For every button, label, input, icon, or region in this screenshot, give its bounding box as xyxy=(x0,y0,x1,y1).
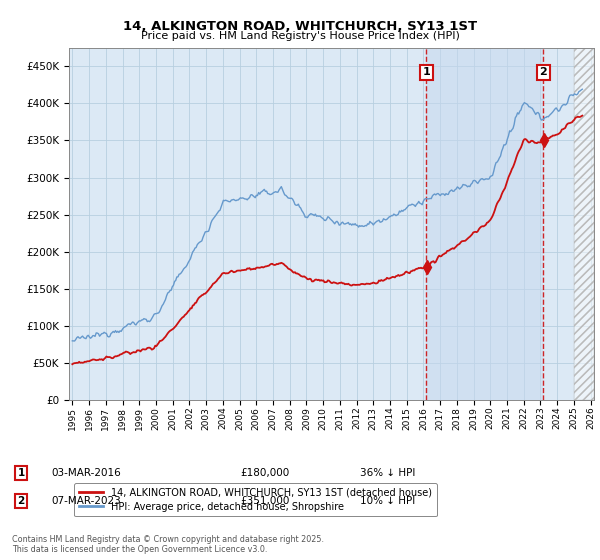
Bar xyxy=(574,48,594,400)
Text: 10% ↓ HPI: 10% ↓ HPI xyxy=(360,496,415,506)
Text: £180,000: £180,000 xyxy=(240,468,289,478)
Legend: 14, ALKINGTON ROAD, WHITCHURCH, SY13 1ST (detached house), HPI: Average price, d: 14, ALKINGTON ROAD, WHITCHURCH, SY13 1ST… xyxy=(74,483,437,516)
Text: 1: 1 xyxy=(17,468,25,478)
Text: 03-MAR-2016: 03-MAR-2016 xyxy=(51,468,121,478)
Text: 14, ALKINGTON ROAD, WHITCHURCH, SY13 1ST: 14, ALKINGTON ROAD, WHITCHURCH, SY13 1ST xyxy=(123,20,477,32)
Text: £351,000: £351,000 xyxy=(240,496,289,506)
Text: 2: 2 xyxy=(539,67,547,77)
Text: Contains HM Land Registry data © Crown copyright and database right 2025.
This d: Contains HM Land Registry data © Crown c… xyxy=(12,535,324,554)
Text: 36% ↓ HPI: 36% ↓ HPI xyxy=(360,468,415,478)
Text: 2: 2 xyxy=(17,496,25,506)
Text: 1: 1 xyxy=(422,67,430,77)
Bar xyxy=(574,48,594,400)
Text: 07-MAR-2023: 07-MAR-2023 xyxy=(51,496,121,506)
Bar xyxy=(427,48,544,400)
Text: Price paid vs. HM Land Registry's House Price Index (HPI): Price paid vs. HM Land Registry's House … xyxy=(140,31,460,41)
